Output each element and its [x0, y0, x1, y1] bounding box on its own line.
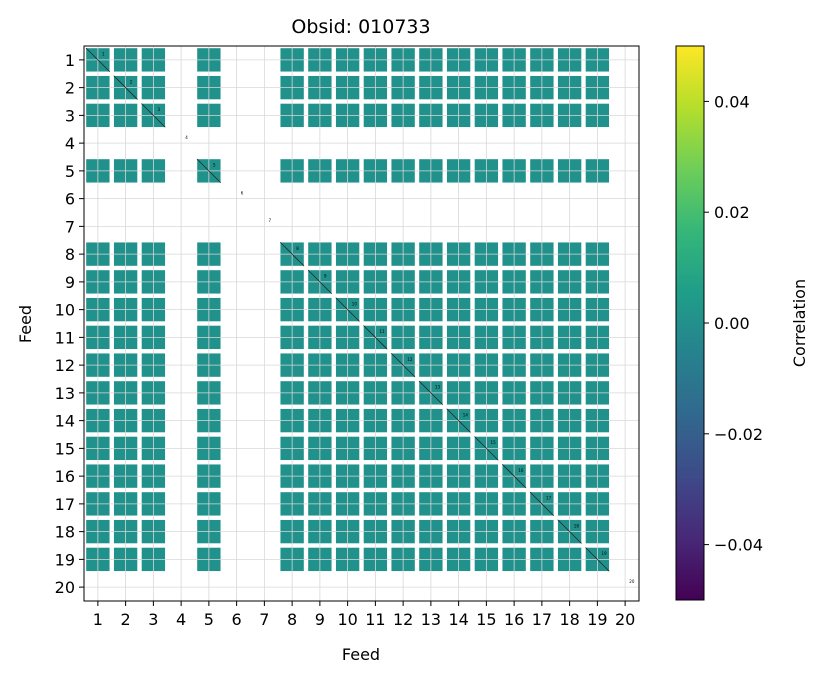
- y-tick-label: 8: [65, 245, 75, 264]
- x-tick-label: 8: [287, 610, 297, 629]
- diagonal-marker: [474, 436, 499, 461]
- diagonal-marker: [557, 519, 582, 544]
- y-axis-label: Feed: [16, 305, 35, 343]
- y-tick-label: 1: [65, 51, 75, 70]
- diagonal-feed-label: 1: [102, 52, 105, 57]
- diagonal-feed-label: 15: [491, 440, 497, 445]
- diagonal-feed-label: 4: [185, 135, 188, 140]
- y-tick-label: 3: [65, 106, 75, 125]
- y-tick-label: 15: [55, 439, 75, 458]
- y-tick-label: 6: [65, 190, 75, 209]
- y-tick-label: 4: [65, 134, 75, 153]
- diagonal-marker: [196, 158, 222, 184]
- diagonal-feed-label: 6: [241, 190, 244, 195]
- x-tick-label: 14: [448, 610, 468, 629]
- diagonal-feed-label: 14: [463, 412, 469, 417]
- diagonal-feed-label: 7: [269, 218, 272, 223]
- diagonal-feed-label: 3: [158, 107, 161, 112]
- diagonal-feed-label: 19: [602, 551, 608, 556]
- diagonal-feed-label: 20: [629, 579, 635, 584]
- y-tick-label: 10: [55, 301, 75, 320]
- x-tick-label: 12: [393, 610, 413, 629]
- x-tick-label: 11: [365, 610, 385, 629]
- y-tick-label: 11: [55, 328, 75, 347]
- y-tick-label: 19: [55, 550, 75, 569]
- x-tick-label: 3: [148, 610, 158, 629]
- colorbar-tick-label: −0.04: [714, 536, 763, 555]
- diagonal-marker: [279, 241, 305, 267]
- diagonal-feed-label: 10: [352, 301, 358, 306]
- diagonal-marker: [141, 103, 166, 128]
- colorbar-label: Correlation: [790, 279, 809, 367]
- diagonal-feed-label: 13: [435, 385, 441, 390]
- x-tick-label: 20: [615, 610, 635, 629]
- y-tick-label: 12: [55, 356, 75, 375]
- colorbar-gradient: [675, 45, 705, 601]
- x-tick-label: 6: [232, 610, 242, 629]
- plot-area: [84, 46, 639, 601]
- diagonal-feed-label: 12: [407, 357, 413, 362]
- colorbar-tick-label: 0.00: [714, 314, 750, 333]
- diagonal-feed-label: 16: [518, 468, 524, 473]
- y-tick-label: 5: [65, 162, 75, 181]
- y-tick-label: 17: [55, 495, 75, 514]
- plot-frame: [83, 45, 640, 602]
- x-tick-label: 13: [421, 610, 441, 629]
- x-tick-label: 18: [559, 610, 579, 629]
- diagonal-feed-label: 2: [130, 79, 133, 84]
- x-tick-label: 7: [259, 610, 269, 629]
- colorbar: −0.04 −0.02 0.00 0.02 0.04: [675, 45, 763, 601]
- x-tick-label: 10: [337, 610, 357, 629]
- diagonal-feed-label: 18: [574, 523, 580, 528]
- y-tick-label: 9: [65, 273, 75, 292]
- diagonal-marker: [335, 297, 360, 322]
- diagonal-feed-label: 5: [213, 163, 216, 168]
- x-tick-label: 5: [204, 610, 214, 629]
- diagonal-marker: [418, 380, 444, 406]
- x-tick-label: 17: [532, 610, 552, 629]
- colorbar-tick-label: 0.04: [714, 92, 750, 111]
- x-tick-label: 1: [93, 610, 103, 629]
- diagonal-marker: [113, 75, 138, 100]
- diagonal-marker: [585, 547, 610, 572]
- y-tick-label: 7: [65, 217, 75, 236]
- y-tick-label: 2: [65, 79, 75, 98]
- y-tick-label: 13: [55, 384, 75, 403]
- x-tick-label: 9: [315, 610, 325, 629]
- diagonal-marker: [307, 269, 333, 295]
- diagonal-feed-label: 9: [324, 274, 327, 279]
- x-tick-label: 2: [121, 610, 131, 629]
- y-tick-label: 18: [55, 523, 75, 542]
- diagonal-marker: [85, 47, 111, 73]
- x-tick-label: 15: [476, 610, 496, 629]
- x-tick-label: 4: [176, 610, 186, 629]
- x-tick-label: 19: [587, 610, 607, 629]
- diagonal-feed-label: 11: [380, 329, 386, 334]
- diagonal-feed-label: 8: [296, 246, 299, 251]
- x-axis-label: Feed: [342, 645, 380, 664]
- diagonal-marker: [446, 408, 471, 433]
- diagonal-feed-label: 17: [546, 496, 552, 501]
- diagonal-marker: [363, 325, 388, 350]
- x-tick-label: 16: [504, 610, 524, 629]
- diagonal-marker: [529, 491, 555, 517]
- y-tick-label: 20: [55, 578, 75, 597]
- y-tick-label: 16: [55, 467, 75, 486]
- chart-title: Obsid: 010733: [291, 16, 430, 38]
- y-tick-label: 14: [55, 412, 75, 431]
- colorbar-tick-label: 0.02: [714, 203, 750, 222]
- colorbar-tick-label: −0.02: [714, 425, 763, 444]
- diagonal-marker: [390, 352, 416, 378]
- diagonal-marker: [501, 463, 527, 489]
